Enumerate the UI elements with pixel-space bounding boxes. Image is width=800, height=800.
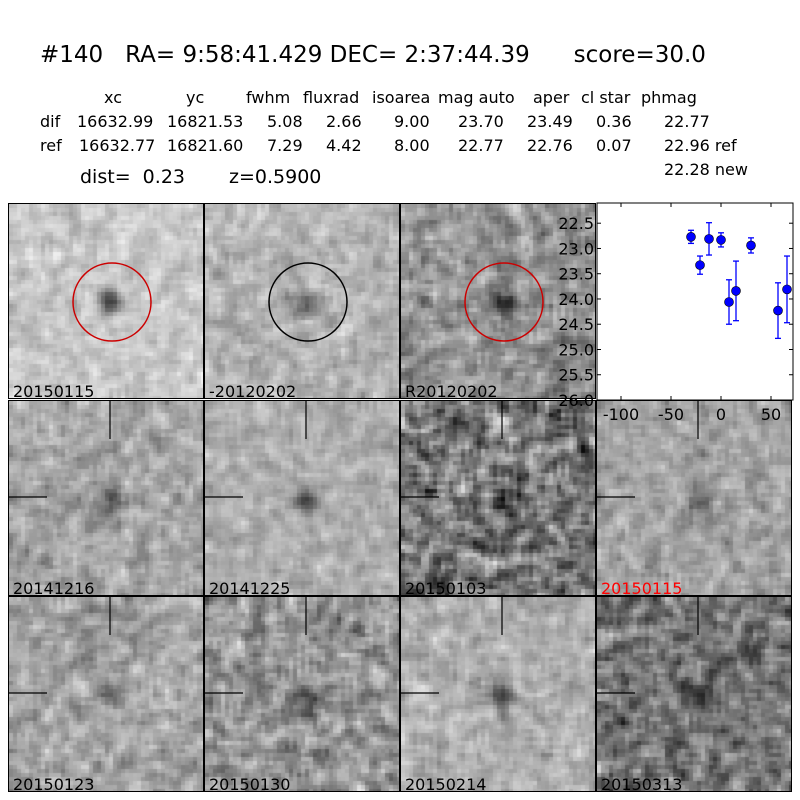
table-cell: 16821.53 — [167, 112, 244, 131]
aperture-circle — [72, 262, 152, 342]
stamp-image — [597, 597, 791, 791]
x-tick-label: 50 — [761, 405, 781, 424]
stamp-image — [401, 204, 595, 398]
image-stamp: 20150130 — [204, 596, 400, 792]
y-tick-label: 23.0 — [558, 239, 594, 258]
image-stamp: R20120202 — [400, 203, 596, 399]
image-stamp: 20150214 — [400, 596, 596, 792]
image-stamp: 20150115 — [596, 399, 792, 596]
table-cell: 23.70 — [458, 112, 504, 131]
table-cell: 9.00 — [394, 112, 430, 131]
aperture-circle — [268, 262, 348, 342]
image-stamp: 20141225 — [204, 399, 400, 596]
y-tick-label: 26.0 — [558, 391, 594, 410]
stamp-image — [9, 400, 203, 595]
table-cell: 22.76 — [527, 136, 573, 155]
table-cell: 22.77 — [458, 136, 504, 155]
stamp-date-label: -20120202 — [209, 382, 297, 399]
y-tick-label: 22.5 — [558, 214, 594, 233]
image-stamp: -20120202 — [204, 203, 400, 399]
stamp-date-label: 20150214 — [405, 775, 487, 792]
table-cell: 0.07 — [596, 136, 632, 155]
x-tick-label: 0 — [716, 405, 726, 424]
stamp-date-label: 20150130 — [209, 775, 291, 792]
stamp-image — [205, 204, 399, 398]
stamp-image — [9, 597, 203, 791]
y-tick-label: 24.5 — [558, 315, 594, 334]
table-cell: 23.49 — [527, 112, 573, 131]
row-label: dif — [40, 112, 61, 131]
stamp-image — [205, 400, 399, 595]
data-point — [782, 284, 792, 295]
table-cell: 2.66 — [326, 112, 362, 131]
column-header: isoarea — [372, 88, 431, 107]
table-cell: 22.77 — [664, 112, 710, 131]
data-point — [704, 234, 714, 244]
table-cell: 4.42 — [326, 136, 362, 155]
figure-title: #140 RA= 9:58:41.429 DEC= 2:37:44.39 sco… — [40, 42, 706, 68]
image-stamp: 20150103 — [400, 399, 596, 596]
y-tick-label: 25.0 — [558, 340, 594, 359]
data-point — [724, 297, 734, 307]
y-tick-label: 24.0 — [558, 290, 594, 309]
y-tick-label: 25.5 — [558, 366, 594, 385]
column-header: cl star — [581, 88, 631, 107]
column-header: xc — [104, 88, 122, 107]
data-point — [686, 232, 696, 242]
image-stamp: 20150123 — [8, 596, 204, 792]
stamp-image — [401, 597, 595, 791]
data-point — [695, 260, 705, 270]
stamp-image — [597, 400, 791, 595]
column-header: fwhm — [246, 88, 291, 107]
y-tick-label: 23.5 — [558, 265, 594, 284]
table-cell: 0.36 — [596, 112, 632, 131]
data-point — [731, 286, 741, 296]
stamp-date-label: R20120202 — [405, 382, 498, 399]
table-cell: 16632.77 — [79, 136, 156, 155]
table-cell: 8.00 — [394, 136, 430, 155]
stamp-image — [401, 400, 595, 595]
stamp-date-label: 20150123 — [13, 775, 95, 792]
table-cell: 22.96 ref — [664, 136, 737, 155]
row-label: ref — [40, 136, 62, 155]
phmag-new: 22.28 new — [664, 160, 748, 179]
column-header: phmag — [641, 88, 697, 107]
dist-value: dist= 0.23 — [80, 166, 185, 188]
table-cell: 7.29 — [267, 136, 303, 155]
column-header: yc — [186, 88, 205, 107]
aperture-circle — [464, 262, 544, 342]
x-tick-label: -50 — [658, 405, 684, 424]
stamp-date-label: 20150115 — [601, 578, 683, 596]
stamp-date-label: 20141216 — [13, 578, 95, 596]
plot-area — [596, 202, 794, 401]
image-stamp: 20150313 — [596, 596, 792, 792]
stamp-date-label: 20150115 — [13, 382, 95, 399]
stamp-image — [9, 204, 203, 398]
column-header: fluxrad — [303, 88, 360, 107]
redshift-value: z=0.5900 — [229, 166, 322, 188]
column-header: aper — [533, 88, 570, 107]
stamp-image — [205, 597, 399, 791]
table-cell: 5.08 — [267, 112, 303, 131]
table-cell: 16632.99 — [77, 112, 154, 131]
table-cell: 16821.60 — [167, 136, 244, 155]
stamp-date-label: 20150313 — [601, 775, 683, 792]
column-header: mag auto — [438, 88, 515, 107]
stamp-date-label: 20150103 — [405, 578, 487, 596]
image-stamp: 20141216 — [8, 399, 204, 596]
data-point — [716, 235, 726, 245]
image-stamp: 20150115 — [8, 203, 204, 399]
x-tick-label: -100 — [603, 405, 639, 424]
data-point — [746, 240, 756, 251]
stamp-date-label: 20141225 — [209, 578, 291, 596]
data-point — [773, 305, 783, 316]
